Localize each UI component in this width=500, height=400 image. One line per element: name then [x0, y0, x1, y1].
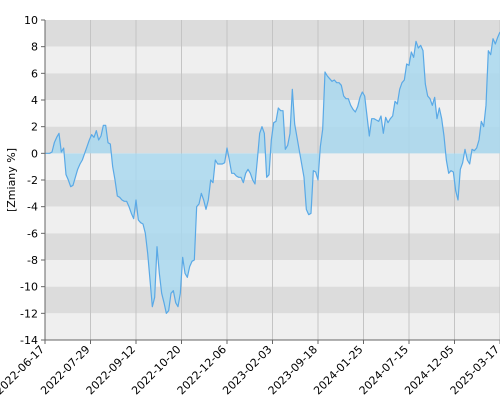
y-axis-title: [Zmiany %]: [5, 148, 18, 212]
series-layer: [45, 31, 500, 314]
x-axis: 2022-06-172022-07-292022-09-122022-10-20…: [0, 339, 500, 397]
y-tick-label: 0: [31, 147, 38, 160]
series-area: [45, 32, 500, 314]
y-tick-label: 8: [31, 41, 38, 54]
y-tick-label: 10: [24, 14, 38, 27]
y-tick-label: 2: [31, 121, 38, 134]
y-tick-label: 4: [31, 94, 38, 107]
y-tick-label: -6: [27, 227, 38, 240]
y-tick-label: -8: [27, 254, 38, 267]
y-tick-label: -4: [27, 201, 38, 214]
y-tick-label: -12: [20, 307, 38, 320]
y-tick-label: 6: [31, 67, 38, 80]
y-axis: 10 8 6 4 2 0 -2 -4 -6 -8 -10 -12 -14: [20, 14, 46, 347]
y-tick-label: -2: [27, 174, 38, 187]
y-tick-label: -14: [20, 334, 38, 347]
series-line: [45, 31, 500, 314]
y-tick-label: -10: [20, 281, 38, 294]
